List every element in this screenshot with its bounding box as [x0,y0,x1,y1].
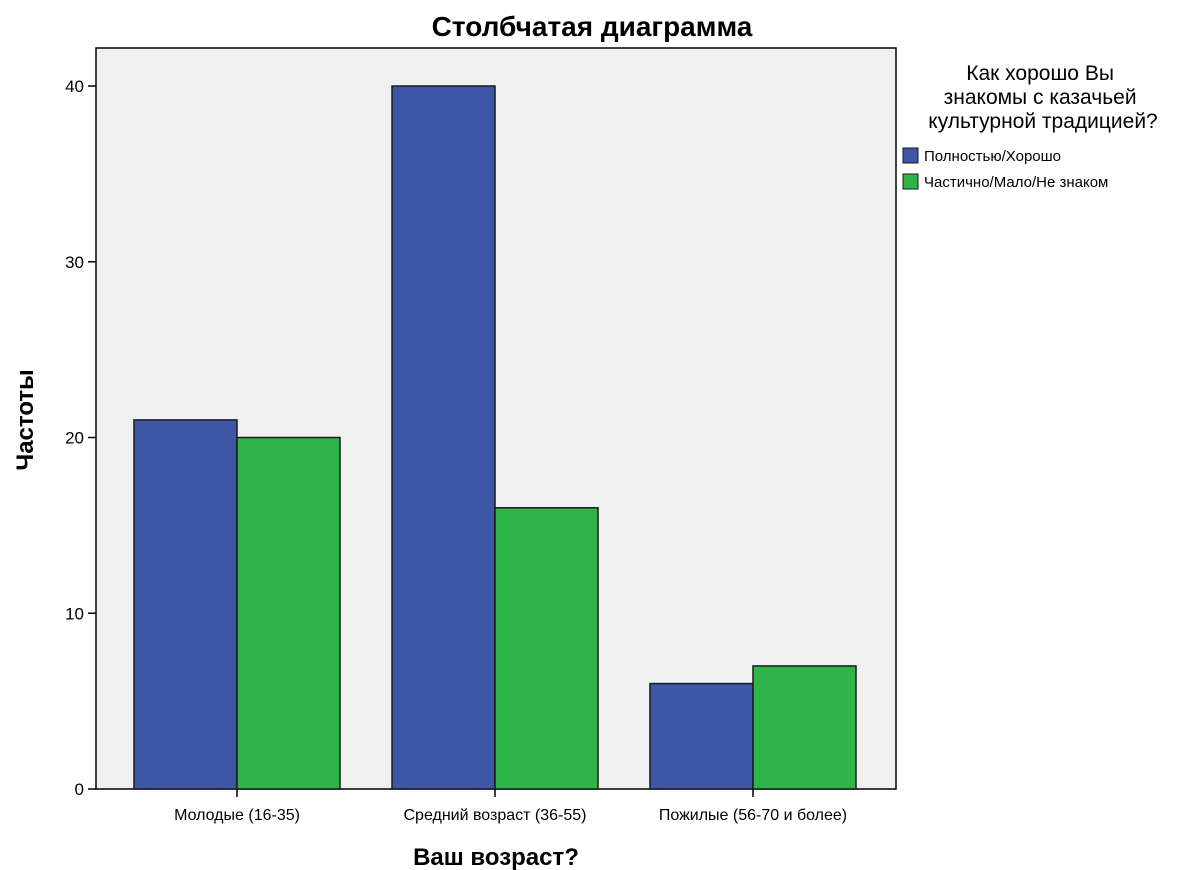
legend-swatch [902,147,919,164]
bar-full-1 [391,85,496,790]
legend-swatch [902,173,919,190]
x-tick-label: Молодые (16-35) [174,807,300,824]
y-tick-label: 0 [75,780,84,799]
legend-title-line-1: Как хорошо Вы [966,62,1114,85]
x-tick-label: Средний возраст (36-55) [403,807,586,824]
bar-partial-1 [494,507,599,790]
x-axis-title: Ваш возраст? [413,844,579,870]
x-axis: Молодые (16-35) Средний возраст (36-55) По… [174,789,847,824]
y-axis: 0 10 20 30 40 [65,77,96,799]
legend: Как хорошо Вы знакомы с казачьей культур… [902,62,1158,191]
bar-partial-2 [752,665,857,790]
bars [133,85,857,790]
y-tick-label: 10 [65,604,84,623]
legend-label: Частично/Мало/Не знаком [924,174,1108,191]
y-axis-title: Частоты [12,369,39,470]
x-tick-label: Пожилые (56-70 и более) [659,807,847,824]
chart-title: Столбчатая диаграмма [432,11,753,42]
bar-partial-0 [236,436,341,790]
y-tick-label: 30 [65,253,84,272]
legend-title-line-3: культурной традицией? [928,110,1157,133]
legend-title: Как хорошо Вы знакомы с казачьей культур… [928,62,1157,133]
legend-items: Полностью/Хорошо Частично/Мало/Не знаком [902,147,1108,191]
bar-full-2 [649,682,754,790]
y-tick-label: 20 [65,429,84,448]
y-tick-label: 40 [65,77,84,96]
legend-label: Полностью/Хорошо [924,148,1061,165]
bar-full-0 [133,419,238,790]
legend-title-line-2: знакомы с казачьей [944,86,1137,109]
